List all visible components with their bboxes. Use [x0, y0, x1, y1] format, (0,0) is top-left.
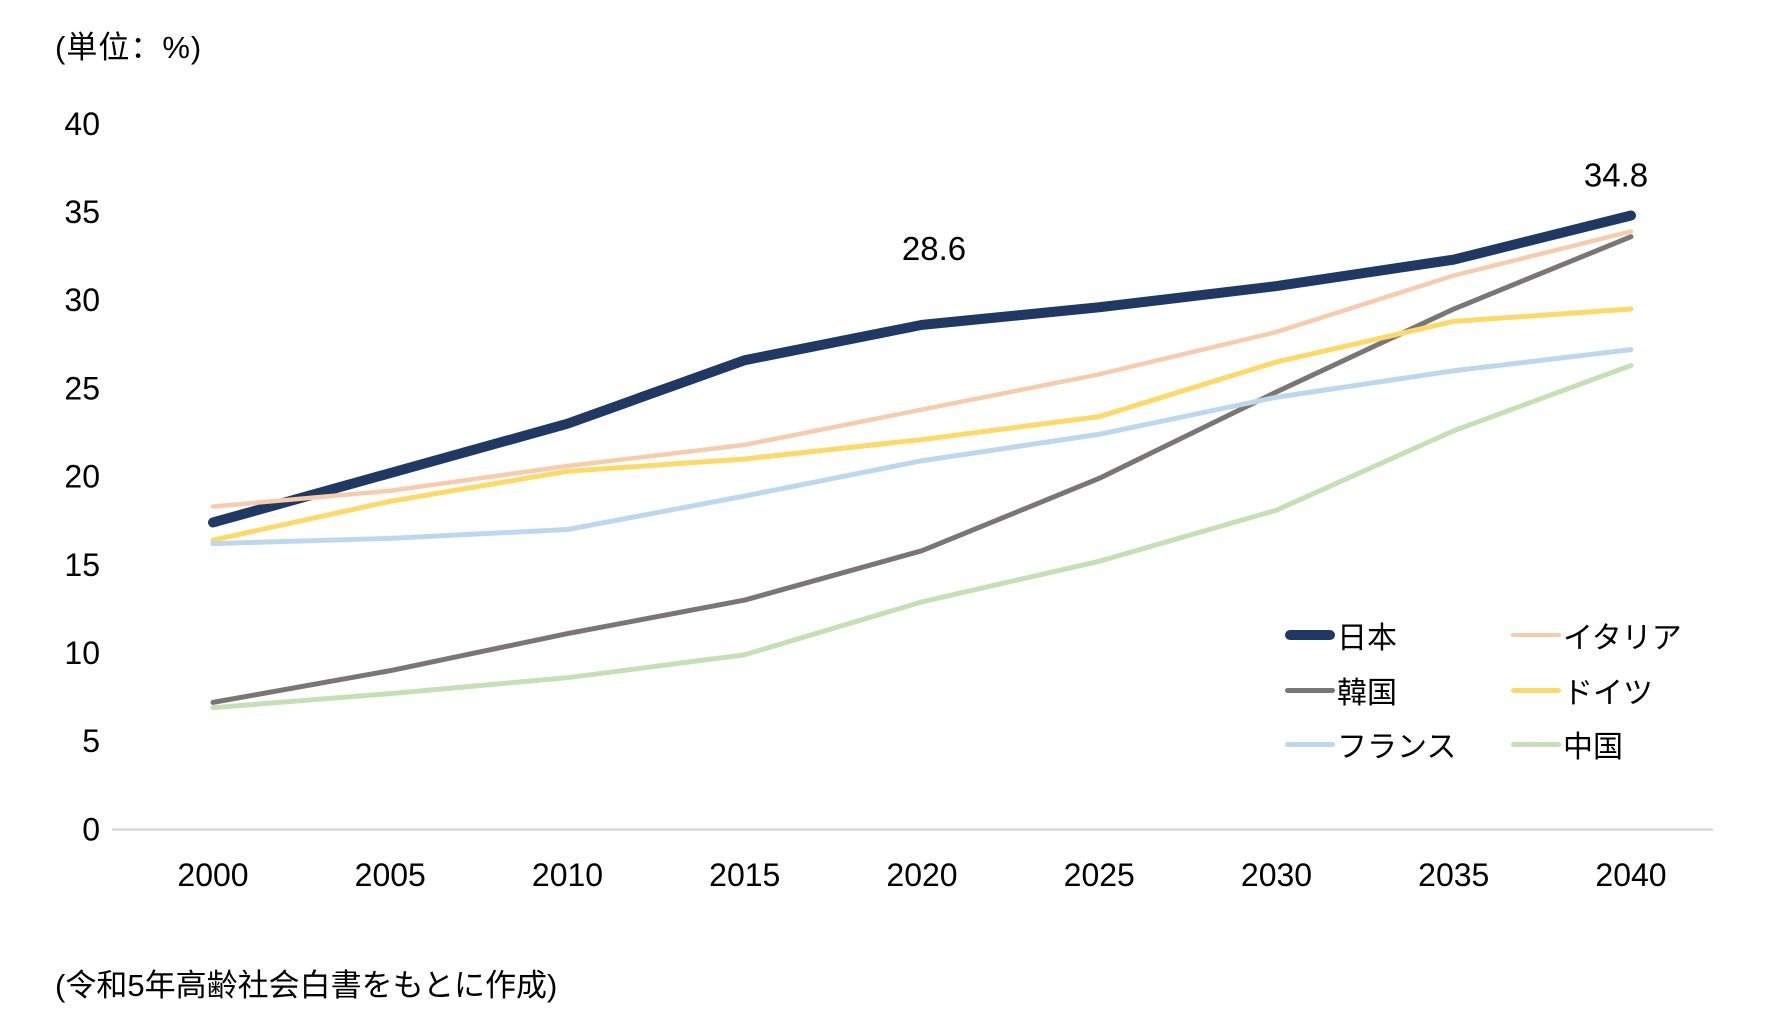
x-tick-label: 2035: [1418, 857, 1489, 893]
series-line-日本: [208, 210, 1636, 528]
y-tick-label: 25: [64, 370, 100, 406]
y-tick-label: 15: [64, 547, 100, 583]
y-tick-label: 5: [82, 723, 100, 759]
source-note: (令和5年高齢社会白書をもとに作成): [55, 968, 558, 1003]
y-tick-label: 0: [82, 811, 100, 847]
y-tick-label: 35: [64, 194, 100, 230]
series-line-中国: [210, 362, 1634, 711]
x-tick-label: 2020: [886, 857, 957, 893]
x-tick-label: 2010: [532, 857, 603, 893]
x-tick-label: 2025: [1064, 857, 1135, 893]
x-tick-label: 2030: [1241, 857, 1312, 893]
x-tick-label: 2000: [177, 857, 248, 893]
data-label-28.6: 28.6: [902, 230, 966, 267]
y-tick-label: 40: [64, 106, 100, 142]
unit-label: (単位：%): [55, 30, 203, 65]
y-tick-label: 20: [64, 459, 100, 495]
series-line-フランス: [210, 347, 1634, 547]
y-tick-label: 10: [64, 635, 100, 671]
series-line-イタリア: [210, 229, 1634, 509]
series-line-ドイツ: [210, 306, 1634, 543]
x-tick-label: 2015: [709, 857, 780, 893]
series-line-韓国: [210, 234, 1634, 705]
x-tick-label: 2005: [355, 857, 426, 893]
y-tick-label: 30: [64, 282, 100, 318]
x-tick-label: 2040: [1595, 857, 1666, 893]
data-label-34.8: 34.8: [1584, 157, 1648, 194]
